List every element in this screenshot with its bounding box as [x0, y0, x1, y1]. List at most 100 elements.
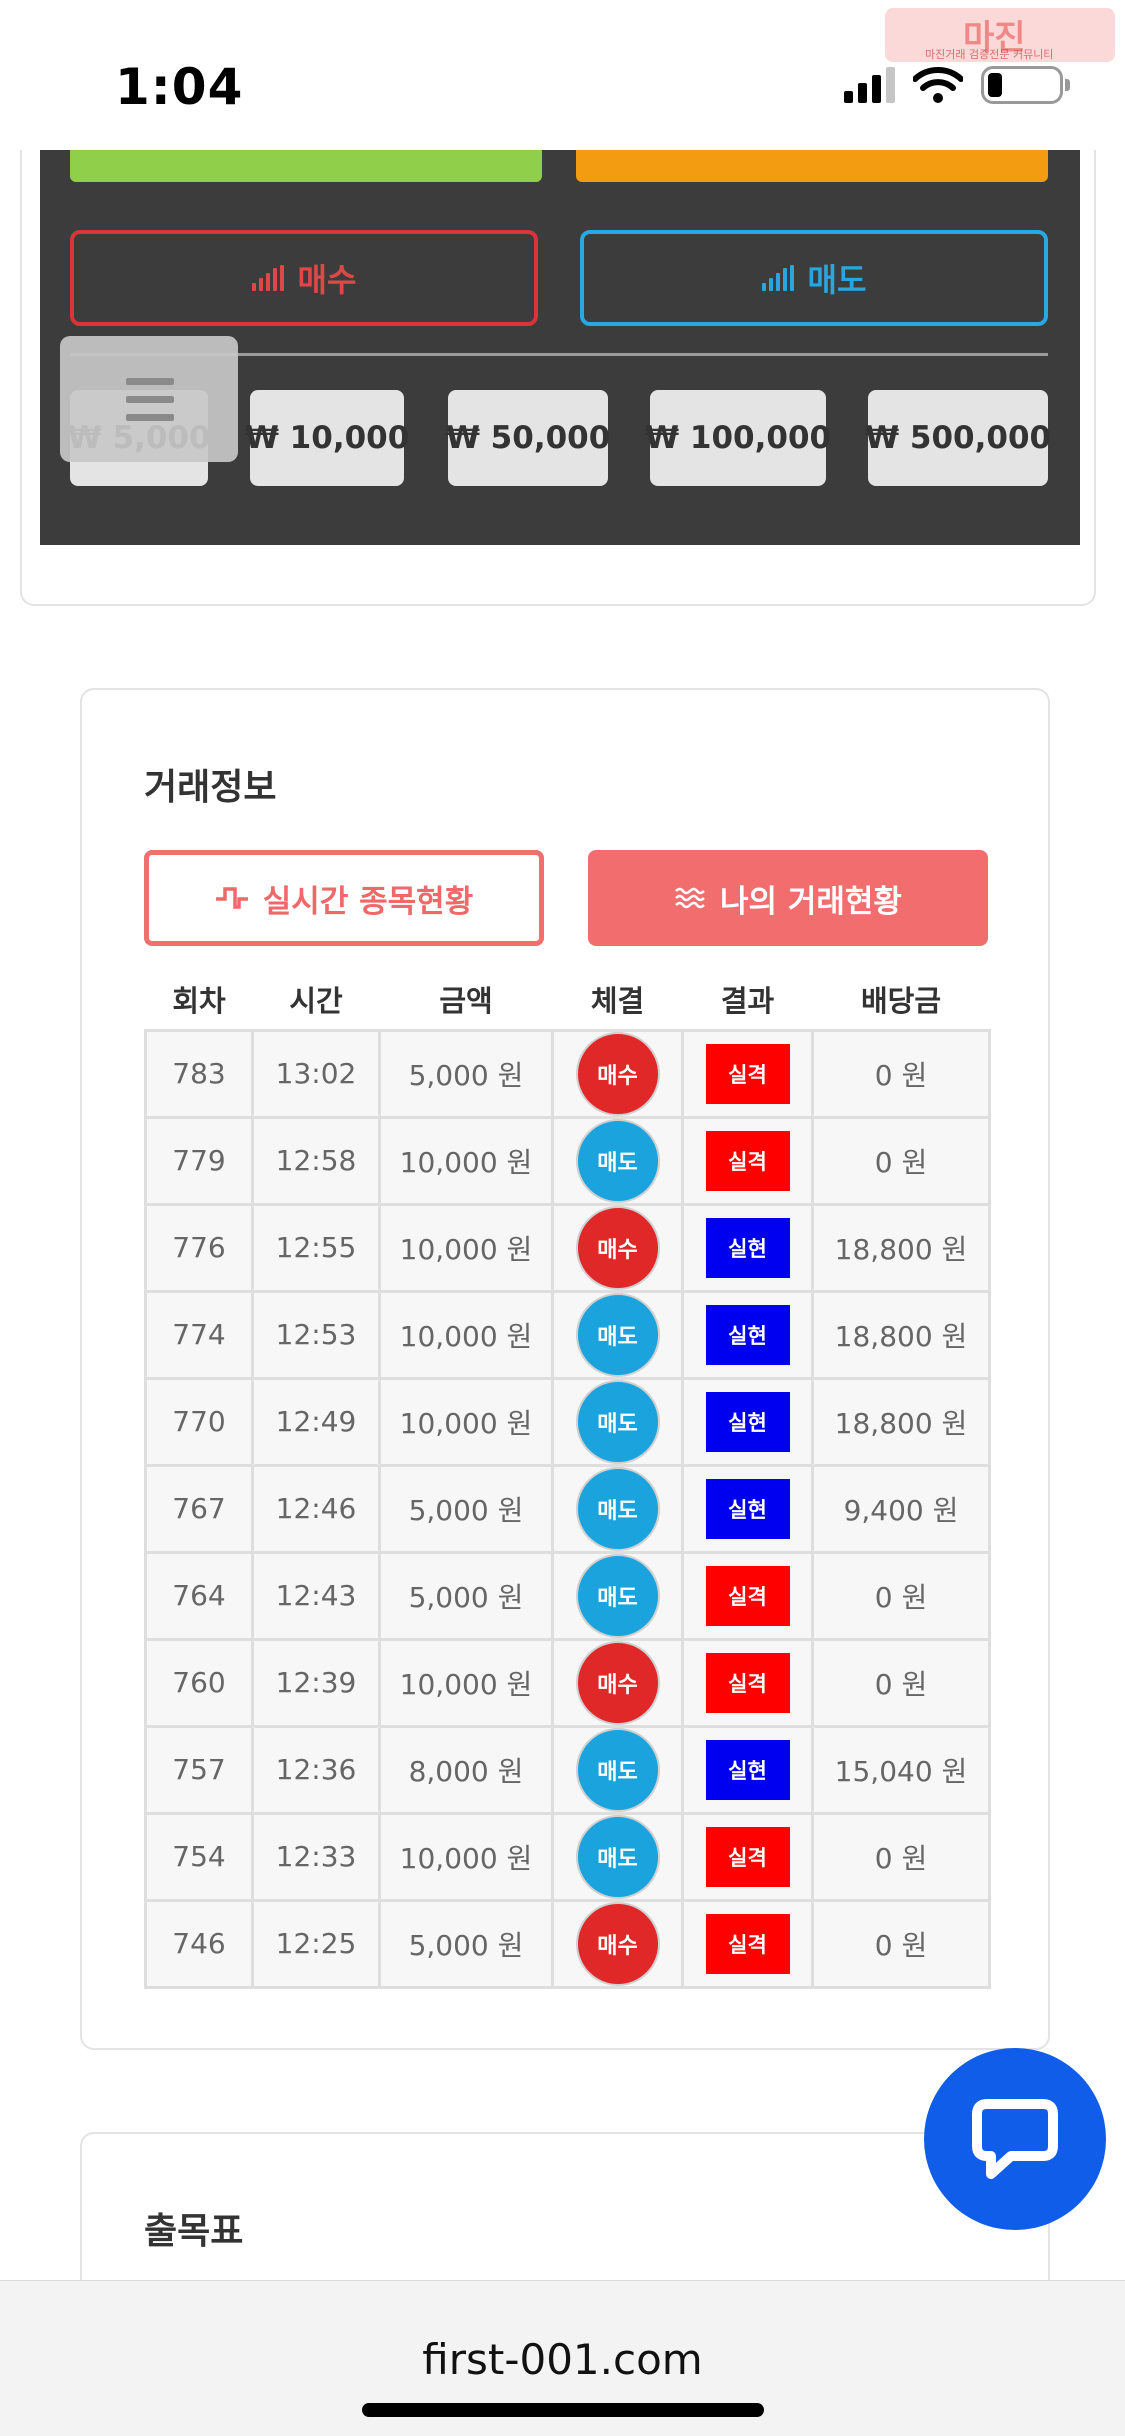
status-icons [844, 66, 1070, 104]
watermark-logo: 마진 마진거래 검증전문 커뮤니티 [885, 8, 1115, 62]
sell-badge: 매도 [575, 1727, 660, 1812]
trade-panel: 매수 매도 ₩ 5,000 ₩ 10,000 ₩ 50,000 ₩ 100,00… [40, 150, 1080, 545]
cell-round: 754 [144, 1811, 254, 1902]
wifi-icon [913, 67, 963, 103]
cell-side: 매도 [551, 1463, 684, 1554]
buy-badge: 매수 [575, 1031, 660, 1116]
url-text[interactable]: first-001.com [422, 2335, 703, 2384]
cell-round: 774 [144, 1289, 254, 1380]
cell-time: 12:25 [251, 1898, 381, 1989]
sell-badge: 매도 [575, 1466, 660, 1551]
cell-payout: 0 원 [811, 1115, 991, 1206]
result-badge: 실격 [705, 1130, 790, 1191]
result-badge: 실격 [705, 1913, 790, 1974]
amount-button-500000[interactable]: ₩ 500,000 [865, 390, 1051, 486]
tab-live-label: 실시간 종목현황 [262, 883, 474, 920]
buy-badge: 매수 [575, 1901, 660, 1986]
cell-side: 매도 [551, 1289, 684, 1380]
cell-side: 매도 [551, 1724, 684, 1815]
cell-amount: 8,000 원 [378, 1724, 554, 1815]
table-header-row: 회차 시간 금액 체결 결과 배당금 [146, 970, 990, 1030]
table-row: 764 12:43 5,000 원 매도 실격 0 원 [144, 1550, 991, 1641]
table-row: 746 12:25 5,000 원 매수 실격 0 원 [144, 1898, 991, 1989]
home-indicator[interactable] [362, 2403, 764, 2417]
header-side: 체결 [590, 984, 645, 1019]
cell-side: 매도 [551, 1811, 684, 1902]
cell-result: 실격 [681, 1115, 814, 1206]
cell-payout: 0 원 [811, 1637, 991, 1728]
cell-round: 757 [144, 1724, 254, 1815]
cell-side: 매수 [551, 1202, 684, 1293]
battery-icon [981, 66, 1070, 104]
sell-badge: 매도 [575, 1379, 660, 1464]
cell-time: 13:02 [251, 1028, 381, 1119]
header-result: 결과 [720, 984, 775, 1019]
cell-result: 실현 [681, 1463, 814, 1554]
divider [70, 353, 1048, 356]
hamburger-menu-button[interactable] [60, 336, 238, 462]
cell-time: 12:49 [251, 1376, 381, 1467]
amount-button-10000[interactable]: ₩ 10,000 [245, 390, 409, 486]
result-badge: 실현 [705, 1304, 790, 1365]
orange-button-strip[interactable] [576, 150, 1048, 182]
cell-time: 12:43 [251, 1550, 381, 1641]
table-body: 783 13:02 5,000 원 매수 실격 0 원 779 12:58 10,000 원 매도… [144, 1028, 991, 1989]
pulse-icon [215, 887, 248, 909]
tab-my-trades[interactable]: 나의 거래현황 [588, 850, 988, 946]
cell-side: 매수 [551, 1637, 684, 1728]
cell-amount: 10,000 원 [378, 1376, 554, 1467]
waves-icon [675, 887, 705, 909]
cell-time: 12:55 [251, 1202, 381, 1293]
signal-bars-icon [251, 265, 284, 291]
green-button-strip[interactable] [70, 150, 542, 182]
watermark-subtitle: 마진거래 검증전문 커뮤니티 [925, 48, 1054, 61]
browser-address-bar[interactable]: first-001.com [0, 2280, 1125, 2436]
cell-round: 783 [144, 1028, 254, 1119]
status-time: 1:04 [115, 58, 244, 116]
cell-payout: 18,800 원 [811, 1376, 991, 1467]
table-row: 779 12:58 10,000 원 매도 실격 0 원 [144, 1115, 991, 1206]
cell-payout: 15,040 원 [811, 1724, 991, 1815]
amount-button-50000[interactable]: ₩ 50,000 [446, 390, 610, 486]
table-row: 776 12:55 10,000 원 매수 실현 18,800 원 [144, 1202, 991, 1293]
header-payout: 배당금 [860, 984, 942, 1019]
cell-round: 776 [144, 1202, 254, 1293]
table-row: 757 12:36 8,000 원 매도 실현 15,040 원 [144, 1724, 991, 1815]
cell-round: 767 [144, 1463, 254, 1554]
table-row: 760 12:39 10,000 원 매수 실격 0 원 [144, 1637, 991, 1728]
buy-badge: 매수 [575, 1640, 660, 1725]
tab-live-status[interactable]: 실시간 종목현황 [144, 850, 544, 946]
table-row: 783 13:02 5,000 원 매수 실격 0 원 [144, 1028, 991, 1119]
chat-button[interactable] [924, 2048, 1106, 2230]
cell-payout: 0 원 [811, 1811, 991, 1902]
header-round: 회차 [172, 984, 226, 1019]
cell-amount: 5,000 원 [378, 1463, 554, 1554]
sell-button[interactable]: 매도 [580, 230, 1048, 326]
trade-history-table: 회차 시간 금액 체결 결과 배당금 783 13:02 5,000 원 매수 실격 0 … [144, 970, 991, 1989]
header-time: 시간 [289, 984, 343, 1019]
status-bar: 1:04 마진 마진거래 검증전문 커뮤니티 [0, 0, 1125, 150]
cell-result: 실현 [681, 1376, 814, 1467]
amount-button-100000[interactable]: ₩ 100,000 [645, 390, 831, 486]
result-badge: 실현 [705, 1739, 790, 1800]
result-badge: 실격 [705, 1652, 790, 1713]
cell-round: 764 [144, 1550, 254, 1641]
cell-side: 매수 [551, 1028, 684, 1119]
cell-time: 12:58 [251, 1115, 381, 1206]
table-row: 774 12:53 10,000 원 매도 실현 18,800 원 [144, 1289, 991, 1380]
cell-result: 실격 [681, 1028, 814, 1119]
sell-badge: 매도 [575, 1553, 660, 1638]
chat-bubble-icon [972, 2099, 1058, 2179]
buy-button[interactable]: 매수 [70, 230, 538, 326]
result-badge: 실현 [705, 1217, 790, 1278]
cell-side: 매도 [551, 1376, 684, 1467]
header-amount: 금액 [439, 984, 493, 1019]
cell-result: 실현 [681, 1202, 814, 1293]
sell-badge: 매도 [575, 1118, 660, 1203]
result-badge: 실격 [705, 1826, 790, 1887]
cell-round: 779 [144, 1115, 254, 1206]
cell-time: 12:36 [251, 1724, 381, 1815]
signal-bars-icon [761, 265, 794, 291]
cell-side: 매수 [551, 1898, 684, 1989]
cell-result: 실격 [681, 1637, 814, 1728]
